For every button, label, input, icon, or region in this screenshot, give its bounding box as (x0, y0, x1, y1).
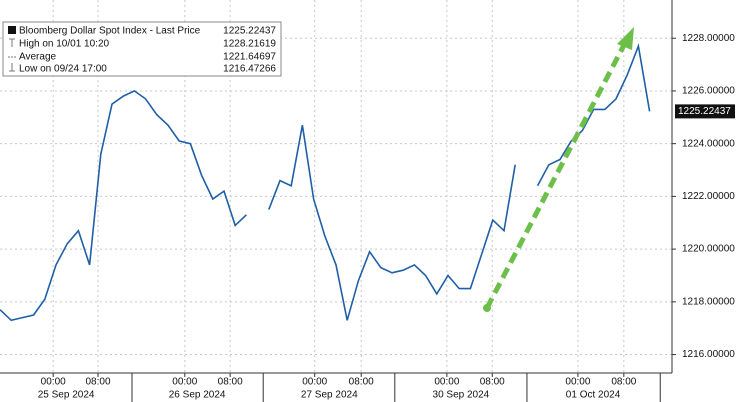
trend-start (483, 304, 491, 312)
legend-swatch (8, 26, 16, 34)
day-label: 27 Sep 2024 (301, 390, 358, 401)
x-tick-label: 08:00 (480, 377, 505, 388)
x-tick-label: 08:00 (611, 377, 636, 388)
legend-label: Average (19, 52, 57, 63)
legend-value: 1228.21619 (223, 39, 276, 50)
y-tick-label: 1220.00000 (682, 244, 735, 255)
x-tick-label: 00:00 (434, 377, 459, 388)
x-tick-label: 00:00 (302, 377, 327, 388)
y-tick-label: 1222.00000 (682, 191, 735, 202)
legend-value: 1221.64697 (223, 52, 276, 63)
grid-layer (0, 0, 672, 373)
trend-arrow (484, 43, 627, 310)
last-price-label: 1225.22437 (678, 106, 731, 117)
legend: Bloomberg Dollar Spot Index - Last Price… (2, 21, 282, 77)
legend-label: High on 10/01 10:20 (19, 39, 110, 50)
day-label: 26 Sep 2024 (169, 390, 226, 401)
last-price-tag (675, 104, 735, 119)
legend-label: Bloomberg Dollar Spot Index - Last Price (19, 26, 201, 37)
legend-box (2, 21, 282, 77)
x-tick-label: 08:00 (85, 377, 110, 388)
legend-value: 1216.47266 (223, 64, 276, 75)
x-tick-label: 00:00 (172, 377, 197, 388)
legend-label: Low on 09/24 17:00 (19, 64, 107, 75)
legend-icon (9, 38, 15, 47)
x-tick-label: 08:00 (218, 377, 243, 388)
legend-value: 1225.22437 (223, 26, 276, 37)
x-tick-label: 00:00 (41, 377, 66, 388)
y-tick-label: 1224.00000 (682, 138, 735, 149)
day-label: 01 Oct 2024 (566, 390, 621, 401)
plot-layer (0, 43, 651, 322)
x-tick-label: 08:00 (349, 377, 374, 388)
day-label: 25 Sep 2024 (38, 390, 95, 401)
day-label: 30 Sep 2024 (433, 390, 490, 401)
y-tick-label: 1218.00000 (682, 296, 735, 307)
y-tick-label: 1216.00000 (682, 349, 735, 360)
y-tick-label: 1228.00000 (682, 33, 735, 44)
price-line (0, 43, 651, 322)
trend-arrowhead (617, 27, 634, 50)
x-tick-label: 00:00 (565, 377, 590, 388)
y-tick-label: 1226.00000 (682, 86, 735, 97)
legend-icon (9, 63, 15, 72)
